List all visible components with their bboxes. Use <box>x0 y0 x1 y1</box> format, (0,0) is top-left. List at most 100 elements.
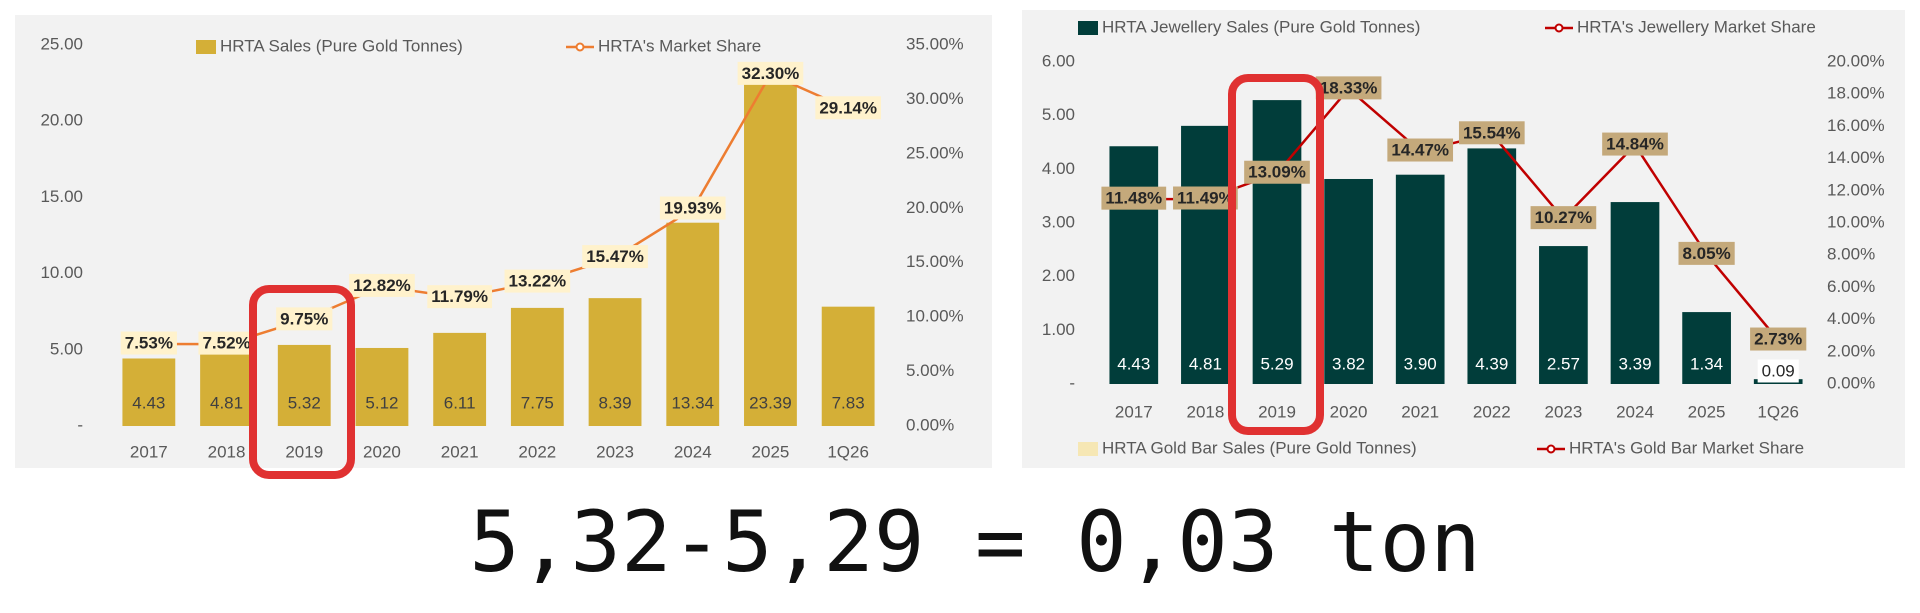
data-label: 29.14% <box>819 98 877 117</box>
data-label: 15.47% <box>586 247 644 266</box>
line-series <box>148 72 849 346</box>
y2-tick-label: 20.00% <box>1827 51 1885 70</box>
data-label-box <box>582 245 648 269</box>
data-label-box <box>1750 327 1807 351</box>
data-label: 32.30% <box>742 64 800 83</box>
legend-swatch <box>1078 21 1098 35</box>
data-label: 4.39 <box>1475 354 1508 373</box>
y2-tick-label: 15.00% <box>906 252 964 271</box>
legend-label: HRTA Sales (Pure Gold Tonnes) <box>220 36 463 55</box>
data-label: 13.22% <box>509 272 567 291</box>
data-label: 10.27% <box>1535 208 1593 227</box>
data-label: 2.57 <box>1547 354 1580 373</box>
bar <box>433 332 487 426</box>
y2-tick-label: 4.00% <box>1827 309 1875 328</box>
bar <box>510 307 564 426</box>
y2-tick-label: 16.00% <box>1827 116 1885 135</box>
data-label: 15.54% <box>1463 123 1521 142</box>
x-tick-label: 2020 <box>1330 402 1368 421</box>
y-tick-label: - <box>1069 373 1075 392</box>
data-label: 14.47% <box>1391 141 1449 160</box>
data-label: 13.09% <box>1248 163 1306 182</box>
y2-tick-label: 18.00% <box>1827 84 1885 103</box>
x-tick-label: 2022 <box>1473 402 1511 421</box>
data-label-box <box>120 331 177 355</box>
data-label-box <box>659 196 726 220</box>
data-label: 19.93% <box>664 199 722 218</box>
data-label: 6.11 <box>444 393 476 412</box>
data-label-box <box>1173 186 1238 210</box>
legend-label: HRTA Jewellery Sales (Pure Gold Tonnes) <box>1102 17 1420 36</box>
data-label-box <box>737 61 804 85</box>
data-label: 12.82% <box>353 276 411 295</box>
data-label: 7.83 <box>832 393 865 412</box>
data-label: 4.81 <box>1189 354 1222 373</box>
data-label-box <box>198 331 255 355</box>
bar <box>821 306 875 426</box>
data-label: 7.75 <box>521 393 554 412</box>
bar <box>277 344 331 426</box>
data-label: 3.90 <box>1404 354 1437 373</box>
y-tick-label: 5.00 <box>1042 105 1075 124</box>
data-label: 23.39 <box>749 393 792 412</box>
data-label-box <box>276 307 333 331</box>
annotation: 5,32-5,29 = 0,03 ton <box>469 493 1480 591</box>
legend-marker <box>1554 23 1564 33</box>
y-tick-label: - <box>77 415 83 434</box>
data-label: 1.34 <box>1690 354 1723 373</box>
bar <box>666 222 720 426</box>
y-tick-label: 25.00 <box>40 34 83 53</box>
bar <box>200 352 253 426</box>
data-label: 13.34 <box>671 393 714 412</box>
y2-tick-label: 6.00% <box>1827 277 1875 296</box>
highlight-box <box>1228 74 1324 435</box>
y-tick-label: 4.00 <box>1042 159 1075 178</box>
y2-tick-label: 30.00% <box>906 89 964 108</box>
data-label-box <box>1530 206 1597 230</box>
bar <box>1252 100 1302 384</box>
bar <box>122 358 176 426</box>
data-label: 11.48% <box>1105 189 1162 208</box>
data-label-box <box>1244 160 1310 184</box>
legend-marker <box>575 42 585 52</box>
x-tick-label: 2025 <box>752 442 790 461</box>
legend-marker <box>1546 444 1556 454</box>
chart-panel <box>1022 10 1905 468</box>
x-tick-label: 2017 <box>1115 402 1153 421</box>
y2-tick-label: 25.00% <box>906 143 964 162</box>
bar <box>744 69 797 426</box>
data-label: 2.73% <box>1754 330 1802 349</box>
highlight-box <box>249 285 355 479</box>
y-tick-label: 1.00 <box>1042 320 1075 339</box>
data-label: 18.33% <box>1320 78 1378 97</box>
data-label: 5.12 <box>365 393 398 412</box>
x-tick-label: 2018 <box>208 442 246 461</box>
data-label: 4.81 <box>210 393 243 412</box>
y2-tick-label: 14.00% <box>1827 148 1885 167</box>
data-label-box <box>1387 138 1454 162</box>
bar <box>1682 312 1731 384</box>
data-label-box <box>349 273 415 297</box>
y-tick-label: 20.00 <box>40 111 83 130</box>
y-tick-label: 2.00 <box>1042 266 1075 285</box>
y-tick-label: 10.00 <box>40 263 83 282</box>
data-label: 11.79% <box>431 287 488 306</box>
x-tick-label: 2023 <box>1544 402 1582 421</box>
legend-swatch <box>196 40 216 54</box>
y2-tick-label: 8.00% <box>1827 245 1875 264</box>
data-label-box <box>1315 76 1382 100</box>
bar <box>1109 146 1159 384</box>
data-label-box <box>815 96 881 120</box>
data-label: 8.05% <box>1682 244 1730 263</box>
bar <box>355 347 409 426</box>
data-label-box <box>1458 121 1525 145</box>
data-label-box <box>1602 132 1668 156</box>
y-tick-label: 5.00 <box>50 339 83 358</box>
data-label: 14.84% <box>1606 135 1664 154</box>
legend-label: HRTA's Jewellery Market Share <box>1577 17 1816 36</box>
y-tick-label: 6.00 <box>1042 51 1075 70</box>
y2-tick-label: 35.00% <box>906 34 964 53</box>
x-tick-label: 2023 <box>596 442 634 461</box>
